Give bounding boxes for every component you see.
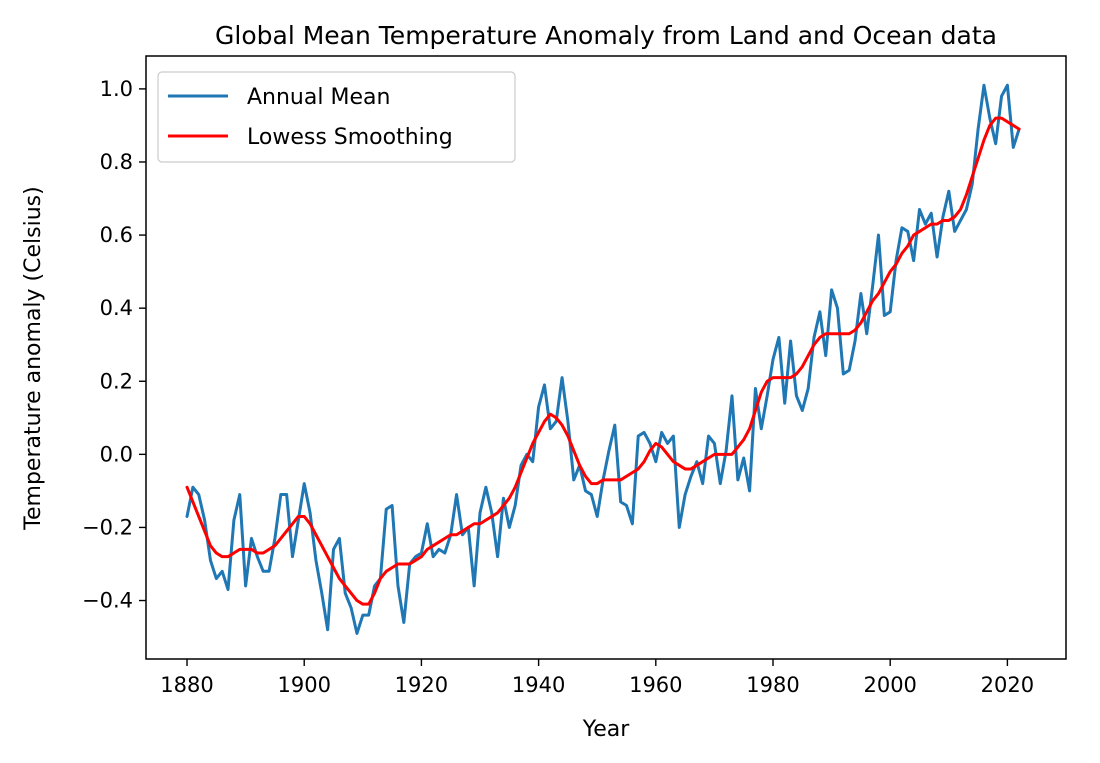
plot-frame	[145, 55, 1067, 660]
y-axis: −0.4 −0.2 0.0 0.2 0.4 0.6 0.8 1.0	[82, 77, 146, 613]
y-tick-label: −0.4	[82, 589, 133, 613]
x-tick-label: 2020	[981, 673, 1034, 697]
y-tick-label: 0.6	[100, 223, 133, 247]
legend-label-annual-mean: Annual Mean	[247, 85, 390, 110]
x-axis: 1880 1900 1920 1940 1960 1980 2000 2020	[160, 659, 1034, 697]
series-line-lowess-smoothing	[185, 116, 1021, 606]
x-tick-label: 1960	[629, 673, 682, 697]
x-axis-label: Year	[582, 717, 631, 742]
y-tick-label: −0.2	[82, 515, 133, 539]
y-tick-label: 0.8	[100, 150, 133, 174]
series-layer	[185, 83, 1021, 635]
y-tick-label: 0.2	[100, 369, 133, 393]
legend-label-lowess-smoothing: Lowess Smoothing	[247, 125, 453, 150]
legend-box	[157, 71, 516, 163]
chart-title: Global Mean Temperature Anomaly from Lan…	[215, 21, 997, 50]
legend: Annual Mean Lowess Smoothing	[157, 71, 516, 163]
x-tick-label: 1880	[160, 673, 213, 697]
x-tick-label: 1940	[512, 673, 565, 697]
x-tick-label: 2000	[863, 673, 916, 697]
x-tick-label: 1920	[395, 673, 448, 697]
y-tick-label: 1.0	[100, 77, 133, 101]
plot-area	[145, 55, 1067, 660]
y-tick-label: 0.0	[100, 442, 133, 466]
y-tick-label: 0.4	[100, 296, 133, 320]
y-axis-label: Temperature anomaly (Celsius)	[21, 186, 46, 530]
x-tick-label: 1900	[277, 673, 330, 697]
x-tick-label: 1980	[746, 673, 799, 697]
